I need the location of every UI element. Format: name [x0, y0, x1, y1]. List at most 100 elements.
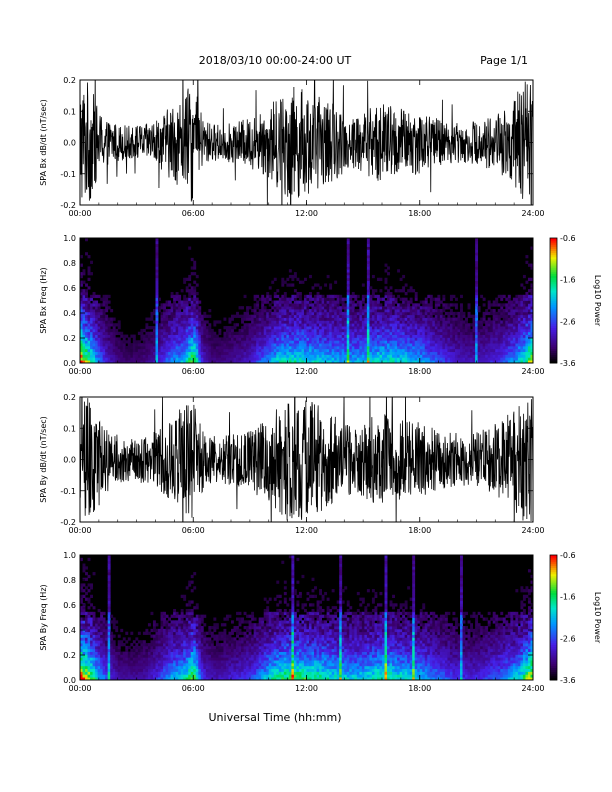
heatmap-cell	[392, 351, 395, 355]
heatmap-cell	[520, 294, 524, 299]
heatmap-cell	[286, 323, 290, 327]
heatmap-cell	[505, 328, 509, 333]
heatmap-cell	[475, 303, 479, 307]
heatmap-cell	[173, 608, 177, 613]
heatmap-cell	[180, 343, 184, 347]
heatmap-cell	[507, 309, 511, 313]
heatmap-cell	[173, 314, 177, 318]
heatmap-cell	[155, 274, 159, 279]
heatmap-cell	[512, 317, 516, 321]
heatmap-cell	[329, 348, 333, 353]
heatmap-cell	[434, 320, 438, 324]
heatmap-cell	[427, 320, 431, 324]
heatmap-cell	[165, 623, 169, 627]
heatmap-cell	[155, 651, 159, 655]
heatmap-cell	[376, 348, 380, 353]
heatmap-cell	[490, 351, 494, 355]
heatmap-cell	[341, 343, 345, 347]
heatmap-cell	[309, 360, 312, 363]
heatmap-cell	[502, 317, 506, 321]
heatmap-cell	[442, 334, 446, 338]
heatmap-cell	[281, 345, 285, 350]
heatmap-cell	[460, 326, 463, 330]
heatmap-cell	[359, 348, 363, 353]
heatmap-cell	[482, 354, 486, 358]
heatmap-cell	[241, 317, 244, 321]
heatmap-cell	[467, 303, 471, 307]
heatmap-cell	[379, 354, 383, 358]
heatmap-cell	[183, 354, 187, 358]
heatmap-cell	[414, 294, 418, 299]
heatmap-cell	[95, 668, 99, 672]
heatmap-cell	[236, 314, 239, 318]
heatmap-cell	[155, 351, 159, 355]
heatmap-cell	[178, 306, 182, 310]
heatmap-cell	[82, 634, 86, 638]
heatmap-cell	[147, 351, 151, 355]
heatmap-cell	[339, 320, 343, 324]
heatmap-cell	[261, 348, 265, 353]
heatmap-cell	[155, 337, 159, 341]
heatmap-cell	[263, 309, 267, 313]
heatmap-cell	[120, 662, 124, 667]
heatmap-cell	[346, 246, 350, 250]
heatmap-cell	[361, 328, 365, 333]
heatmap-cell	[150, 345, 154, 350]
heatmap-cell	[369, 334, 373, 338]
heatmap-cell	[163, 317, 166, 321]
heatmap-cell	[417, 340, 421, 344]
heatmap-cell	[470, 334, 473, 338]
heatmap-cell	[291, 354, 295, 358]
heatmap-cell	[208, 343, 212, 347]
heatmap-cell	[346, 255, 350, 259]
heatmap-cell	[238, 314, 242, 318]
heatmap-cell	[492, 311, 496, 316]
heatmap-cell	[87, 662, 91, 667]
heatmap-cell	[520, 300, 524, 304]
heatmap-cell	[475, 309, 479, 313]
heatmap-cell	[105, 677, 109, 680]
heatmap-cell	[512, 334, 516, 338]
heatmap-cell	[163, 623, 166, 627]
heatmap-cell	[173, 651, 177, 655]
heatmap-cell	[467, 326, 471, 330]
heatmap-cell	[530, 343, 533, 347]
heatmap-cell	[525, 326, 529, 330]
heatmap-cell	[382, 345, 385, 350]
heatmap-cell	[268, 323, 272, 327]
heatmap-cell	[210, 328, 214, 333]
heatmap-cell	[530, 328, 533, 333]
heatmap-cell	[115, 657, 119, 661]
heatmap-cell	[180, 657, 184, 661]
heatmap-cell	[241, 360, 244, 363]
heatmap-cell	[188, 351, 192, 355]
heatmap-cell	[394, 309, 398, 313]
heatmap-cell	[384, 345, 388, 350]
heatmap-cell	[165, 643, 169, 647]
heatmap-cell	[291, 309, 295, 313]
heatmap-cell	[85, 326, 88, 330]
heatmap-cell	[175, 665, 179, 670]
heatmap-cell	[112, 651, 116, 655]
heatmap-cell	[424, 303, 428, 307]
heatmap-cell	[349, 323, 353, 327]
heatmap-cell	[198, 340, 202, 344]
heatmap-cell	[311, 317, 315, 321]
heatmap-cell	[253, 360, 257, 363]
heatmap-cell	[195, 343, 199, 347]
heatmap-cell	[361, 357, 365, 361]
heatmap-cell	[125, 348, 129, 353]
heatmap-cell	[122, 345, 126, 350]
heatmap-cell	[223, 340, 227, 344]
heatmap-cell	[256, 360, 260, 363]
heatmap-cell	[125, 351, 129, 355]
heatmap-cell	[382, 326, 385, 330]
heatmap-cell	[266, 360, 270, 363]
heatmap-cell	[404, 340, 408, 344]
heatmap-cell	[281, 314, 285, 318]
heatmap-cell	[92, 343, 96, 347]
heatmap-cell	[429, 323, 433, 327]
heatmap-cell	[102, 651, 106, 655]
heatmap-cell	[467, 348, 471, 353]
heatmap-cell	[296, 300, 300, 304]
